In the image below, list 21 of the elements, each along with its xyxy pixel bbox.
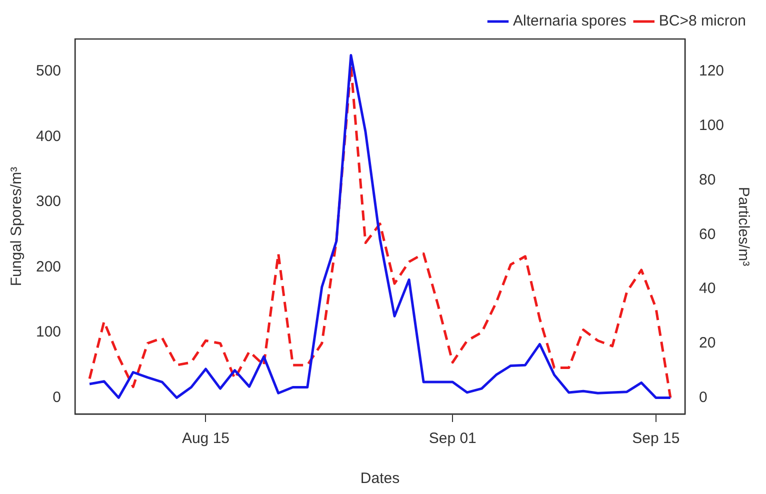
y2-tick-label: 0 [698,388,708,406]
y-tick-label: 100 [36,324,62,341]
legend-label: BC>8 micron [658,12,746,30]
y2-axis-title: Particles/m³ [734,186,752,266]
y2-tick-label: 80 [698,171,716,188]
y-tick-label: 300 [36,193,62,210]
y-tick-label: 400 [36,128,62,145]
x-axis-title: Dates [360,470,400,488]
y2-tick-label: 40 [698,280,716,298]
y-tick-label: 0 [52,388,62,406]
y2-tick-label: 20 [698,334,716,352]
y2-tick-label: 120 [698,62,724,80]
legend-label: Alternaria spores [513,12,626,30]
y-tick-label: 200 [36,258,62,276]
y2-tick-label: 60 [698,226,716,243]
y-tick-label: 500 [36,62,62,80]
y2-tick-label: 100 [698,117,724,134]
y-axis-title: Fungal Spores/m³ [8,166,26,286]
x-tick-label: Aug 15 [182,430,230,448]
x-tick-label: Sep 15 [632,430,680,448]
x-tick-label: Sep 01 [428,430,476,448]
